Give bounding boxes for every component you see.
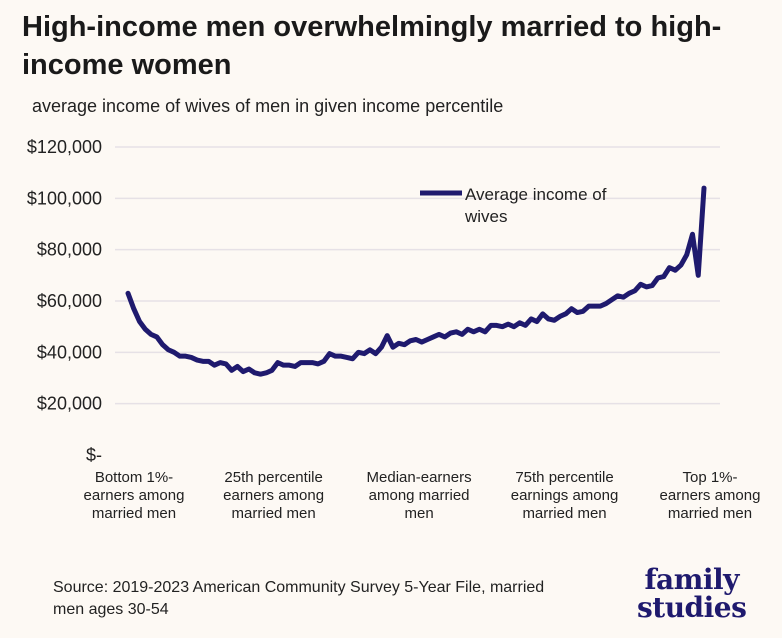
legend-label-line: Average income of [465, 185, 607, 204]
y-tick-label: $80,000 [37, 240, 102, 260]
x-category-label: 25th percentile earners among married men [223, 469, 324, 522]
x-category-label-line: earners among [84, 487, 185, 504]
x-category-label-line: earnings among [511, 487, 619, 504]
series-line-average-income-of-wives [125, 185, 707, 377]
x-category-label-line: among married [369, 487, 470, 504]
x-category-label-line: 75th percentile [515, 469, 613, 486]
y-tick-label: $- [86, 445, 102, 465]
logo-line-2: studies [637, 591, 747, 624]
x-category-label: Median-earners among married men [367, 469, 472, 522]
x-category-label-line: earners among [223, 487, 324, 504]
family-studies-logo: family studies [637, 563, 747, 624]
x-category-label: Top 1%-earners among married men [660, 469, 761, 522]
x-category-label-line: married men [92, 505, 176, 522]
x-category-label-line: married men [668, 505, 752, 522]
x-category-label-line: married men [522, 505, 606, 522]
x-category-label-line: Top 1%- [682, 469, 737, 486]
y-tick-label: $120,000 [27, 137, 102, 157]
source-note: Source: 2019-2023 American Community Sur… [53, 579, 545, 618]
logo-line-1: family [644, 563, 740, 596]
y-tick-label: $60,000 [37, 291, 102, 311]
x-category-label-line: Median-earners [367, 469, 472, 486]
line-chart: $- $20,000 $40,000 $60,000 $80,000 $100,000 $1… [27, 137, 761, 522]
legend-label-line: wives [464, 207, 508, 226]
x-category-label-line: men [404, 505, 433, 522]
y-tick-label: $40,000 [37, 342, 102, 362]
x-category-label-line: 25th percentile [224, 469, 322, 486]
y-tick-label: $100,000 [27, 188, 102, 208]
x-category-label-line: Bottom 1%- [95, 469, 173, 486]
legend-label: Average income of wives [464, 185, 607, 226]
x-category-label-line: married men [232, 505, 316, 522]
y-tick-label: $20,000 [37, 394, 102, 414]
x-category-label: 75th percentile earnings among married men [511, 469, 619, 522]
x-category-label-line: earners among [660, 487, 761, 504]
chart-title: High-income men overwhelmingly married t… [22, 11, 722, 81]
chart-subtitle: average income of wives of men in given … [32, 96, 504, 116]
x-category-label: Bottom 1%-earners among married men [84, 469, 185, 522]
